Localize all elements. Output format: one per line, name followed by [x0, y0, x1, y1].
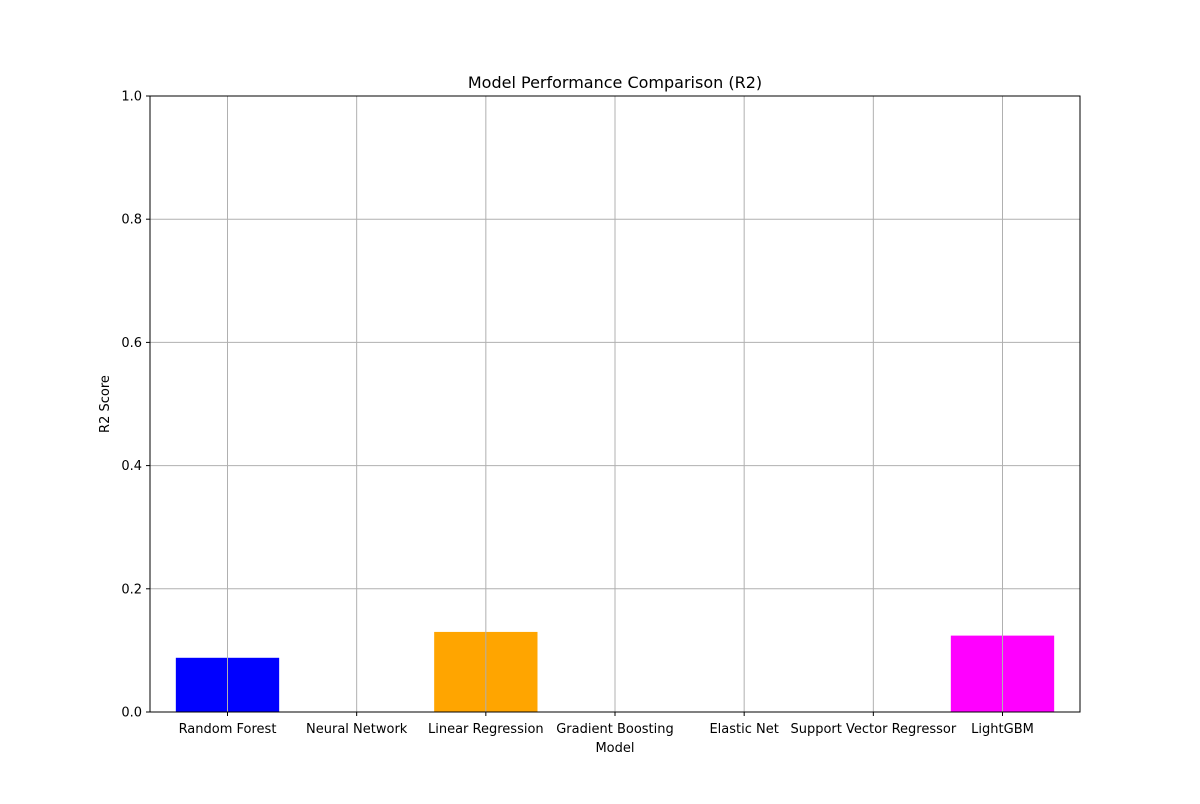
y-tick-label: 0.0	[121, 706, 142, 721]
chart-title: Model Performance Comparison (R2)	[468, 73, 762, 92]
x-tick-label: Elastic Net	[709, 722, 778, 737]
ticks-layer: 0.0 0.2 0.4 0.6 0.8 1.0 Random Forest Neural Ne…	[121, 90, 1034, 738]
x-axis-label: Model	[595, 741, 634, 756]
grid-front-layer	[227, 96, 1003, 712]
y-axis-label: R2 Score	[98, 375, 113, 433]
x-tick-label: Linear Regression	[428, 722, 544, 737]
y-tick-label: 0.4	[121, 459, 142, 474]
y-tick-label: 0.6	[121, 336, 142, 351]
x-tick-label: Random Forest	[179, 722, 277, 737]
y-tick-label: 1.0	[121, 90, 142, 105]
x-tick-label: Support Vector Regressor	[790, 722, 956, 737]
x-tick-label: Neural Network	[306, 722, 408, 737]
y-tick-label: 0.8	[121, 213, 142, 228]
x-tick-label: LightGBM	[971, 722, 1034, 737]
x-tick-label: Gradient Boosting	[556, 722, 674, 737]
y-tick-label: 0.2	[121, 582, 142, 597]
